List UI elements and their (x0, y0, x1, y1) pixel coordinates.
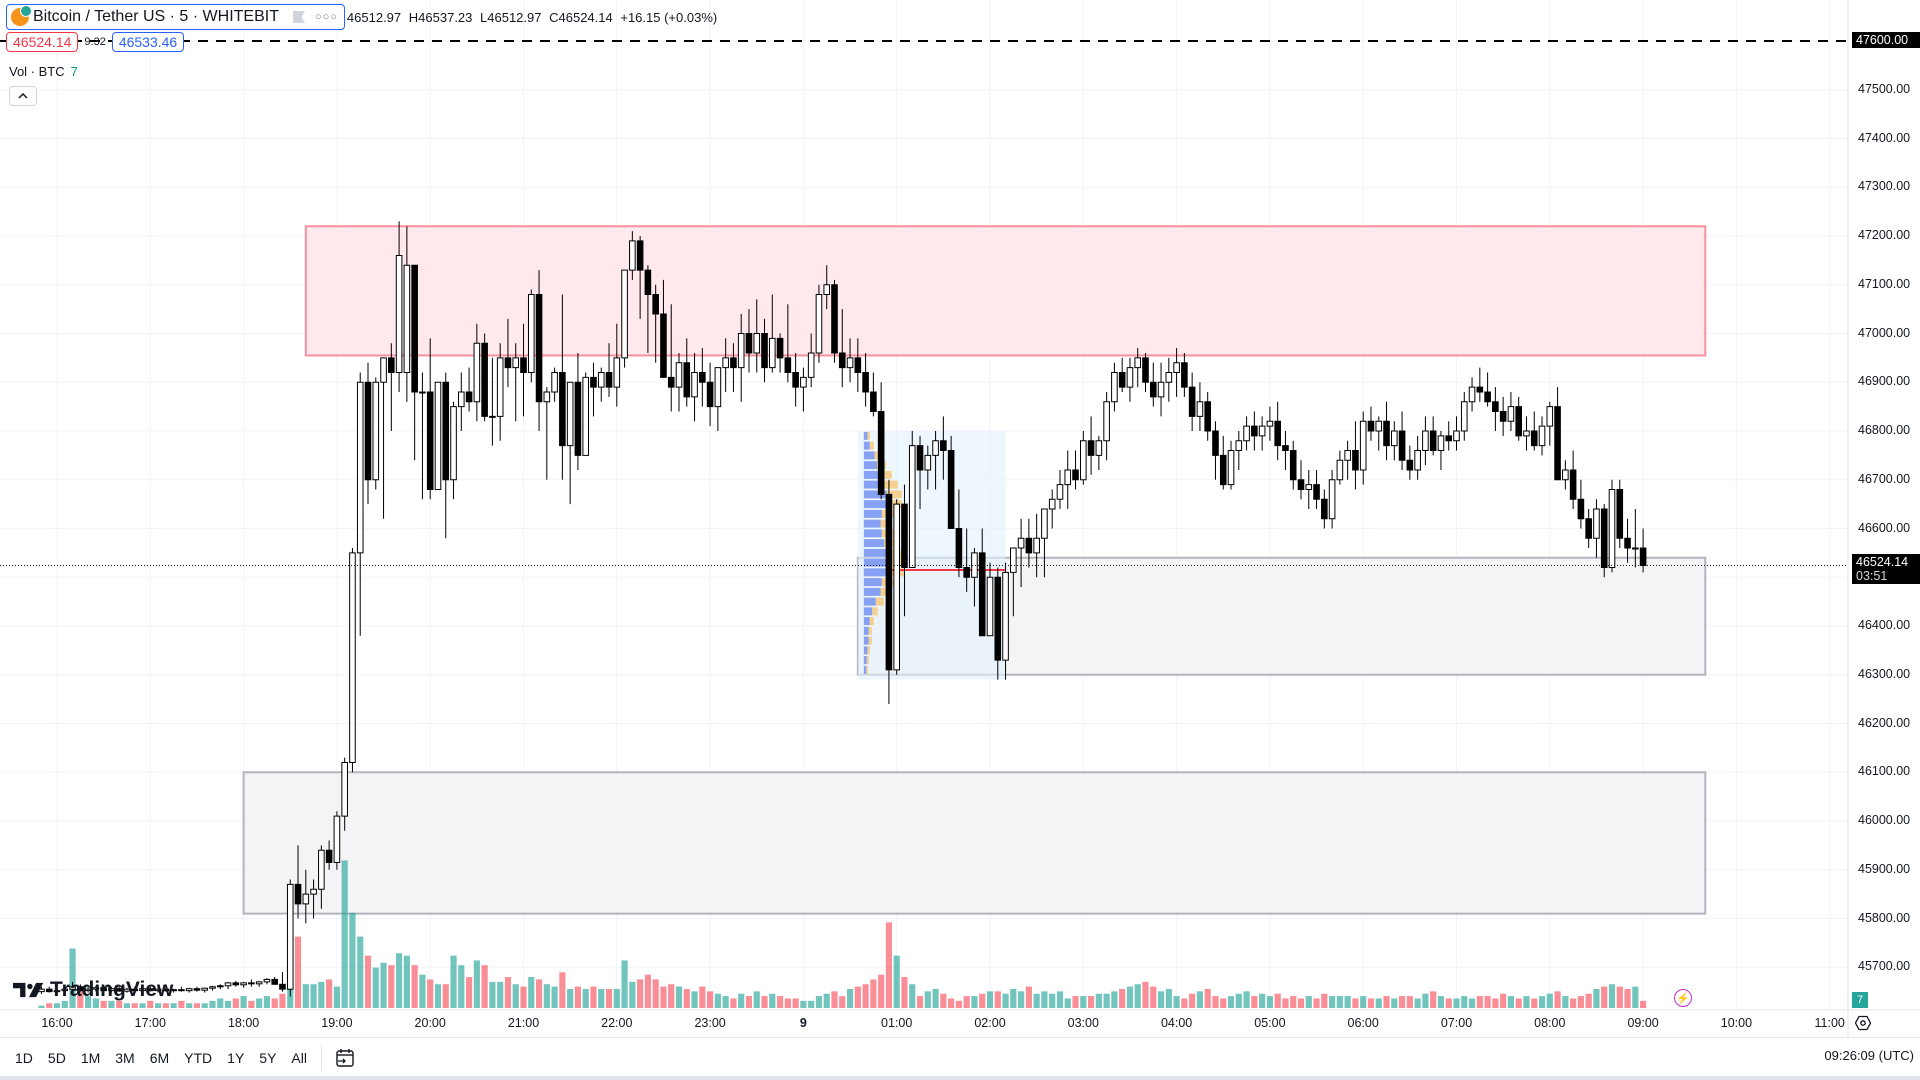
range-1m[interactable]: 1M (80, 1050, 101, 1066)
bitcoin-icon (11, 5, 32, 26)
settings-icon[interactable] (1855, 1015, 1871, 1031)
open-value: 46512.97 (346, 9, 402, 25)
time-axis-label: 20:00 (414, 1016, 446, 1030)
calendar-goto-icon[interactable] (334, 1047, 356, 1069)
alert-price-tag[interactable]: 47600.00 (1852, 32, 1920, 48)
range-5y[interactable]: 5Y (259, 1050, 277, 1066)
time-axis-label: 17:00 (134, 1016, 166, 1030)
last-price-value: 46524.14 (1856, 555, 1909, 569)
price-axis-label: 47500.00 (1858, 81, 1911, 96)
price-axis-label: 45900.00 (1858, 861, 1911, 876)
price-axis-label: 47300.00 (1858, 179, 1911, 194)
time-axis-label: 16:00 (41, 1016, 73, 1030)
time-axis-label: 19:00 (321, 1016, 353, 1030)
volume-legend: Vol · BTC 7 (9, 64, 78, 79)
bid-ask-row: 46524.14 9.32 46533.46 (6, 32, 185, 52)
time-axis-label: 11:00 (1814, 1016, 1845, 1030)
chevron-up-icon (18, 93, 28, 99)
bar-countdown: 03:51 (1856, 569, 1888, 583)
bottom-toolbar: 1D 5D 1M 3M 6M YTD 1Y 5Y All (0, 1037, 1920, 1078)
buy-price-button[interactable]: 46533.46 (111, 32, 185, 52)
close-value: C46524.14 (549, 9, 613, 25)
spread-value: 9.32 (84, 36, 106, 48)
range-1y[interactable]: 1Y (227, 1050, 245, 1066)
tradingview-watermark: TradingView (12, 978, 173, 1002)
bottom-strip (0, 1076, 1920, 1080)
volume-bars (38, 860, 1647, 1008)
price-candles (38, 221, 1647, 997)
price-axis-label: 47000.00 (1858, 325, 1911, 340)
volume-label: Vol · BTC (9, 64, 65, 79)
range-1d[interactable]: 1D (15, 1050, 33, 1066)
tradingview-logo-icon (13, 982, 44, 998)
toolbar-divider (320, 1045, 322, 1071)
price-axis-label: 45800.00 (1858, 910, 1911, 925)
price-axis-label: 46000.00 (1858, 813, 1911, 827)
price-axis-label: 46900.00 (1858, 374, 1911, 389)
price-axis-label: 46100.00 (1858, 764, 1911, 779)
time-axis-label: 21:00 (507, 1016, 540, 1030)
price-axis-label: 46800.00 (1858, 423, 1911, 437)
range-6m[interactable]: 6M (149, 1050, 170, 1066)
utc-clock[interactable]: 09:26:09 (UTC) (1824, 1048, 1914, 1063)
volume-value: 7 (70, 64, 78, 79)
chart-overlay-lines (0, 40, 1848, 566)
symbol-legend: Bitcoin / Tether US · 5 · WHITEBIT ○○○ 4… (6, 4, 721, 30)
time-axis-label: 18:00 (227, 1016, 260, 1030)
last-price-tag: 46524.14 03:51 (1852, 554, 1920, 584)
more-options-icon[interactable]: ○○○ (314, 11, 338, 23)
price-axis-label: 46300.00 (1858, 666, 1911, 681)
demand-zone-lower[interactable] (242, 771, 1707, 915)
volume-badge: 7 (1852, 992, 1868, 1008)
time-axis-label: 9 (799, 1016, 807, 1030)
time-axis-label: 08:00 (1534, 1016, 1566, 1030)
time-axis-label: 02:00 (974, 1016, 1006, 1030)
time-axis-label: 09:00 (1627, 1016, 1659, 1030)
flag-icon[interactable] (292, 11, 305, 23)
time-axis-label: 05:00 (1254, 1016, 1286, 1030)
low-value: L46512.97 (480, 9, 542, 25)
range-3m[interactable]: 3M (115, 1050, 135, 1066)
time-axis-label: 01:00 (881, 1016, 913, 1030)
range-5d[interactable]: 5D (47, 1050, 66, 1066)
price-axis-label: 46700.00 (1858, 471, 1911, 486)
collapse-legend-button[interactable] (9, 86, 37, 106)
time-axis-label: 03:00 (1067, 1016, 1099, 1030)
watermark-text: TradingView (50, 978, 174, 1001)
supply-zone[interactable] (304, 225, 1707, 357)
time-axis-label: 10:00 (1720, 1016, 1753, 1030)
change-value: +16.15 (+0.03%) (620, 9, 718, 25)
time-axis-label: 23:00 (694, 1016, 726, 1030)
time-axis-label: 07:00 (1440, 1016, 1473, 1030)
symbol-title: Bitcoin / Tether US · 5 · WHITEBIT (33, 8, 279, 25)
price-axis-label: 45700.00 (1858, 959, 1911, 974)
range-all[interactable]: All (291, 1050, 307, 1066)
price-axis-label: 46400.00 (1858, 618, 1911, 632)
symbol-selector[interactable]: Bitcoin / Tether US · 5 · WHITEBIT ○○○ (6, 4, 345, 30)
time-axis-label: 04:00 (1160, 1016, 1193, 1030)
lightning-icon[interactable]: ⚡ (1674, 989, 1692, 1007)
price-axis-label: 46200.00 (1858, 715, 1911, 730)
price-axis-label: 46600.00 (1858, 520, 1911, 535)
range-ytd[interactable]: YTD (184, 1050, 213, 1066)
high-value: H46537.23 (408, 9, 473, 25)
price-axis-label: 47200.00 (1858, 228, 1911, 242)
price-axis-label: 47400.00 (1858, 130, 1911, 145)
time-axis-label: 22:00 (601, 1016, 633, 1030)
time-axis-label: 06:00 (1347, 1016, 1379, 1030)
ohlc-values: 46512.97 H46537.23 L46512.97 C46524.14 +… (347, 10, 721, 25)
sell-price-button[interactable]: 46524.14 (6, 32, 79, 52)
price-axis-label: 47100.00 (1858, 276, 1911, 291)
